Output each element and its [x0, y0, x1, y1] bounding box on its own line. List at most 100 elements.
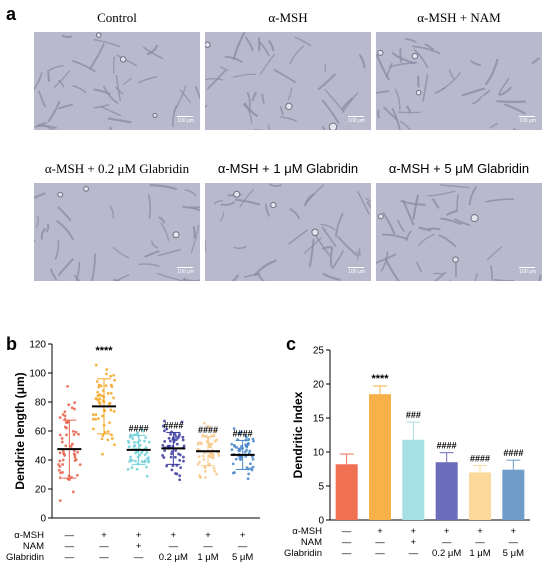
- cell-shape: [149, 184, 178, 191]
- cell-shape: [289, 207, 301, 220]
- cell-shape: [47, 71, 51, 83]
- vesicle: [83, 186, 89, 192]
- data-point: [249, 462, 252, 466]
- cell-shape: [146, 44, 159, 56]
- data-point: [230, 448, 234, 452]
- cell-shape: [45, 223, 50, 233]
- cell-shape: [440, 217, 462, 226]
- treatment-cell: 5 μM: [503, 548, 524, 559]
- cell-shape: [468, 185, 478, 206]
- treatment-cell: +: [411, 537, 417, 548]
- data-point: [96, 417, 100, 421]
- data-point: [106, 438, 110, 442]
- cell-shape: [232, 73, 256, 78]
- cell-shape: [265, 203, 271, 217]
- treatment-cell: —: [375, 537, 385, 548]
- treatment-cell: —: [65, 541, 75, 552]
- vesicle: [377, 49, 384, 56]
- data-point: [106, 430, 110, 433]
- data-point: [96, 390, 100, 394]
- data-point: [250, 468, 254, 472]
- treatment-cell: +: [411, 526, 417, 537]
- significance-label: ####: [233, 428, 253, 438]
- bar: [402, 439, 425, 520]
- data-point: [196, 442, 200, 446]
- cell-shape: [57, 206, 72, 222]
- data-point: [112, 409, 116, 413]
- bar: [369, 394, 391, 520]
- cell-shape: [512, 127, 517, 130]
- cell-shape: [417, 233, 436, 247]
- data-point: [239, 458, 242, 462]
- data-point: [109, 391, 113, 395]
- y-tick-label: 5: [318, 482, 324, 493]
- data-point: [91, 413, 95, 417]
- data-point: [112, 396, 116, 400]
- cell-shape: [412, 194, 420, 220]
- data-point: [182, 455, 185, 459]
- data-point: [95, 380, 99, 383]
- data-point: [209, 445, 213, 449]
- cell-shape: [334, 212, 344, 238]
- data-point: [57, 468, 61, 472]
- data-point: [215, 472, 219, 476]
- data-point: [217, 453, 221, 457]
- data-point: [182, 444, 186, 448]
- data-point: [94, 413, 98, 417]
- data-point: [199, 476, 203, 479]
- cell-shape: [49, 268, 58, 281]
- treatment-cell: —: [442, 537, 452, 548]
- data-point: [245, 466, 249, 470]
- cell-shape: [156, 272, 185, 281]
- cell-shape: [317, 73, 337, 91]
- data-point: [213, 469, 217, 473]
- cell-shape: [53, 70, 71, 88]
- significance-label: ####: [437, 441, 457, 451]
- data-point: [247, 472, 251, 476]
- cell-shape: [413, 48, 429, 68]
- data-point: [104, 384, 108, 388]
- cell-shape: [399, 48, 403, 63]
- cell-shape: [231, 274, 240, 281]
- cell-shape: [259, 53, 276, 76]
- cell-shape: [144, 250, 160, 258]
- cell-shape: [173, 85, 187, 113]
- cell-shape: [324, 89, 345, 113]
- cell-shape: [246, 91, 251, 110]
- data-point: [139, 426, 143, 430]
- data-point: [168, 444, 171, 448]
- cell-shape: [147, 194, 152, 219]
- data-point: [178, 458, 182, 462]
- data-point: [146, 457, 149, 460]
- cell-shape: [113, 56, 116, 74]
- data-point: [210, 442, 214, 446]
- dendrite-length-chart: 0 20 40 60 80 100 120 Dendrite length (μm) **** #…: [6, 340, 260, 563]
- cell-shape: [34, 121, 48, 129]
- data-point: [94, 363, 98, 367]
- cell-shape: [93, 38, 121, 48]
- treatment-cell: +: [205, 530, 211, 541]
- cell-shape: [57, 258, 75, 277]
- vesicle: [95, 32, 102, 38]
- cell-shape: [376, 90, 390, 94]
- cell-shape: [244, 36, 254, 52]
- cell-shape: [35, 215, 39, 228]
- treatment-cell: +: [136, 541, 142, 552]
- y-tick-label: 15: [313, 414, 325, 425]
- data-point: [72, 433, 76, 436]
- data-point: [58, 433, 62, 437]
- cell-shape: [422, 74, 429, 102]
- significance-label: ####: [198, 425, 218, 435]
- data-point: [145, 465, 148, 469]
- data-point: [61, 449, 65, 453]
- cell-shape: [181, 205, 200, 209]
- cell-shape: [405, 230, 412, 242]
- data-point: [234, 457, 238, 461]
- significance-label: ****: [371, 373, 389, 385]
- image-title: α-MSH: [268, 10, 308, 25]
- y-tick-label: 0: [40, 514, 46, 525]
- cell-shape: [490, 265, 493, 281]
- data-point: [202, 458, 206, 461]
- data-point: [177, 434, 181, 438]
- cell-shape: [75, 261, 81, 281]
